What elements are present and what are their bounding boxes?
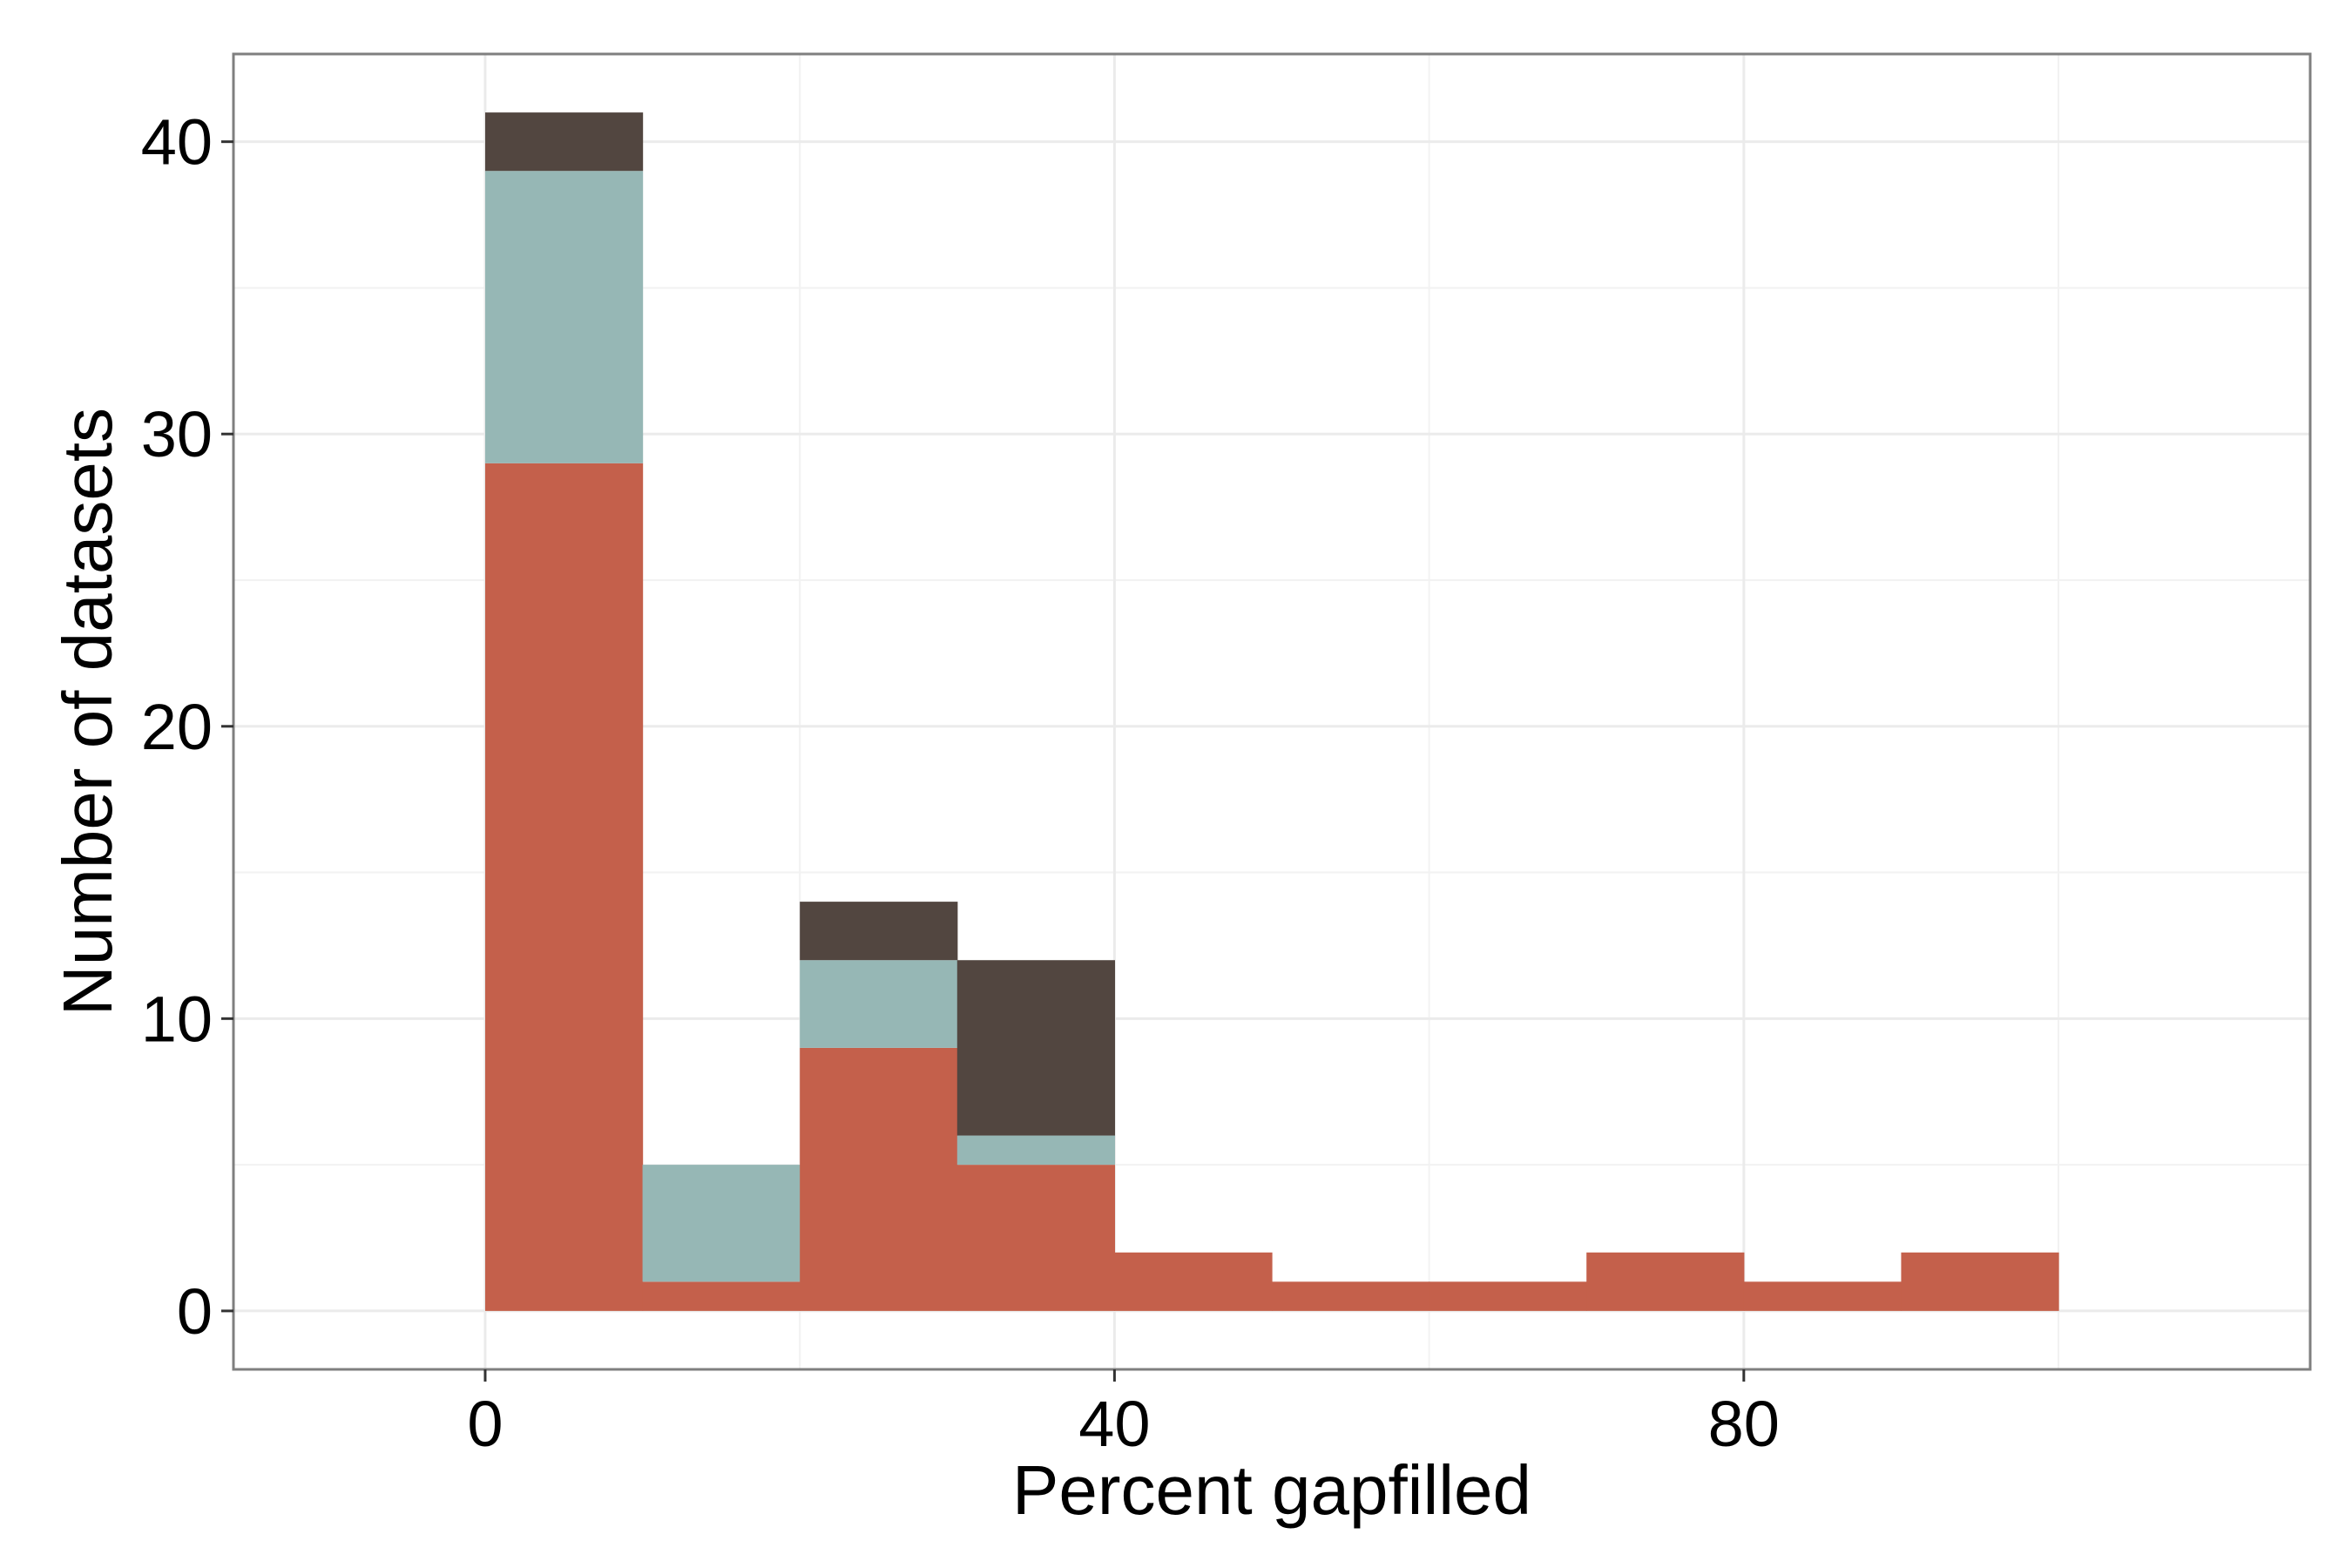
y-tick-label: 0 xyxy=(177,1275,213,1348)
bar-segment-series-1 xyxy=(1586,1252,1745,1311)
bar-segment-series-1 xyxy=(956,1165,1115,1311)
bar-segment-series-3 xyxy=(800,902,958,961)
bar-segment-series-1 xyxy=(1901,1252,2059,1311)
x-tick-label: 80 xyxy=(1708,1388,1780,1460)
tick-labels: 0 10 20 30 40 0 40 80 xyxy=(141,106,1780,1460)
y-tick-label: 40 xyxy=(141,106,213,179)
bar-segment-series-1 xyxy=(484,463,644,1311)
x-tick-label: 40 xyxy=(1078,1388,1150,1460)
x-tick-label: 0 xyxy=(467,1388,503,1460)
y-tick-label: 30 xyxy=(141,398,213,470)
bar-segment-series-3 xyxy=(484,112,644,172)
bar-segment-series-3 xyxy=(956,960,1115,1136)
bars xyxy=(484,112,2059,1311)
y-tick-label: 10 xyxy=(141,983,213,1055)
y-axis-title: Number of datasets xyxy=(49,408,126,1016)
bar-segment-series-2 xyxy=(956,1135,1115,1166)
bar-segment-series-1 xyxy=(1114,1252,1273,1311)
bar-segment-series-1 xyxy=(1429,1281,1587,1311)
y-tick-label: 20 xyxy=(141,691,213,763)
bar-segment-series-1 xyxy=(642,1281,801,1311)
plot-border xyxy=(232,52,2312,1371)
bar-segment-series-1 xyxy=(1272,1281,1430,1311)
bar-segment-series-2 xyxy=(800,960,958,1048)
bar-segment-series-1 xyxy=(800,1047,958,1311)
axis-ticks xyxy=(221,140,1746,1382)
bar-segment-series-1 xyxy=(1743,1281,1903,1311)
bar-segment-series-2 xyxy=(484,171,644,463)
bar-segment-series-2 xyxy=(642,1165,801,1282)
x-axis-title: Percent gapfilled xyxy=(1012,1451,1531,1529)
